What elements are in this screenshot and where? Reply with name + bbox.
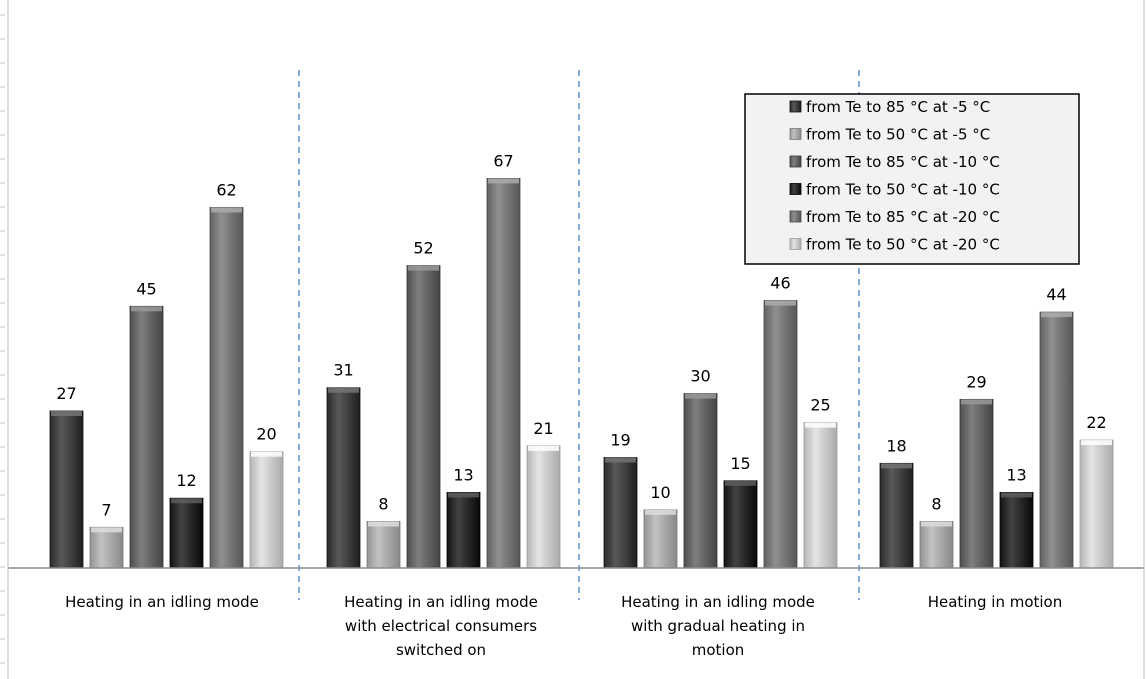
- bar-value-label: 31: [333, 361, 353, 380]
- legend-swatch: [789, 128, 802, 140]
- bar-cap: [211, 207, 242, 213]
- bar-cap: [488, 178, 519, 184]
- bar-value-label: 67: [493, 151, 513, 170]
- bar-cap: [725, 480, 756, 486]
- bar: [999, 492, 1034, 569]
- bar: [643, 509, 678, 569]
- category-label: with electrical consumers: [345, 617, 537, 635]
- bar-value-label: 62: [216, 180, 236, 199]
- bar-cap: [1081, 440, 1112, 446]
- legend-swatch: [789, 100, 802, 113]
- bar-cap: [251, 451, 282, 457]
- category-label: Heating in an idling mode: [344, 593, 538, 611]
- category-labels: Heating in an idling mode Heating in an i…: [65, 593, 1062, 659]
- bar-value-label: 13: [453, 465, 473, 484]
- legend-swatch: [789, 238, 802, 250]
- bar-value-labels: 27 7 45 12 62 20 31 8 52 13 67 21 19 10 30 15 46 25 18 8 29 1…: [56, 151, 1106, 519]
- legend: from Te to 85 °C at -5 °C from Te to 50 °…: [744, 93, 1080, 265]
- category-label: Heating in an idling mode: [621, 593, 815, 611]
- bar-cap: [528, 445, 559, 451]
- bar-value-label: 13: [1006, 465, 1026, 484]
- bar: [763, 300, 798, 569]
- bar-cap: [408, 265, 439, 271]
- category-label: Heating in an idling mode: [65, 593, 259, 611]
- category-label: Heating in motion: [928, 593, 1063, 611]
- category-label: switched on: [396, 641, 486, 659]
- bar-value-label: 21: [533, 419, 553, 438]
- bar-cap: [605, 457, 636, 463]
- legend-entry: from Te to 50 °C at -10 °C: [806, 181, 1000, 199]
- bar-cap: [131, 306, 162, 312]
- bar-cap: [171, 498, 202, 504]
- bar: [879, 462, 914, 569]
- bar: [406, 265, 441, 569]
- bar-value-label: 22: [1086, 413, 1106, 432]
- bar-value-label: 45: [136, 279, 156, 298]
- legend-entry: from Te to 50 °C at -5 °C: [806, 126, 990, 144]
- legend-entry: from Te to 50 °C at -20 °C: [806, 236, 1000, 254]
- bar-cap: [881, 463, 912, 469]
- bar-value-label: 10: [650, 483, 670, 502]
- bar: [49, 410, 84, 569]
- bar-value-label: 46: [770, 274, 790, 293]
- bar-cap: [1041, 312, 1072, 318]
- legend-entry: from Te to 85 °C at -20 °C: [806, 208, 1000, 226]
- bar-value-label: 27: [56, 384, 76, 403]
- bar-cap: [368, 521, 399, 527]
- bar: [803, 422, 838, 569]
- bar: [723, 480, 758, 569]
- bar: [89, 526, 124, 569]
- legend-box: [744, 93, 1080, 265]
- bar: [1039, 311, 1074, 569]
- bar-cap: [921, 521, 952, 527]
- bar: [919, 521, 954, 569]
- bar: [366, 521, 401, 569]
- legend-entry: from Te to 85 °C at -10 °C: [806, 153, 1000, 171]
- bar: [446, 492, 481, 569]
- bar-cap: [1001, 492, 1032, 498]
- bar-cap: [91, 527, 122, 533]
- bar-value-label: 8: [931, 494, 941, 513]
- bar-cap: [448, 492, 479, 498]
- bar: [683, 393, 718, 569]
- legend-swatch: [789, 155, 802, 168]
- bar-value-label: 18: [886, 436, 906, 455]
- bar: [486, 177, 521, 569]
- bar-value-label: 30: [690, 367, 710, 386]
- bar: [249, 451, 284, 569]
- legend-swatch: [789, 183, 802, 195]
- bar: [326, 387, 361, 569]
- bar-value-label: 19: [610, 431, 630, 450]
- bar: [129, 305, 164, 569]
- bar-value-label: 44: [1046, 285, 1066, 304]
- legend-entry: from Te to 85 °C at -5 °C: [806, 98, 990, 116]
- bar-cap: [805, 422, 836, 428]
- bar: [169, 497, 204, 569]
- bar: [959, 398, 994, 569]
- category-label: with gradual heating in: [631, 617, 805, 635]
- left-ruler: [0, 14, 5, 664]
- bar-value-label: 29: [966, 372, 986, 391]
- bar-value-label: 25: [810, 396, 830, 415]
- bar: [209, 207, 244, 569]
- bar-value-label: 7: [101, 500, 111, 519]
- bar-cap: [765, 300, 796, 306]
- bar-value-label: 8: [378, 494, 388, 513]
- bar-cap: [961, 399, 992, 405]
- bar-value-label: 12: [176, 471, 196, 490]
- bar-cap: [645, 509, 676, 515]
- bar-value-label: 15: [730, 454, 750, 473]
- category-label: motion: [692, 641, 745, 659]
- bar-cap: [51, 410, 82, 416]
- bar-value-label: 52: [413, 239, 433, 258]
- bar: [603, 457, 638, 569]
- bar: [526, 445, 561, 569]
- bar-value-label: 20: [256, 425, 276, 444]
- bar-cap: [328, 387, 359, 393]
- bar: [1079, 439, 1114, 569]
- bar-cap: [685, 393, 716, 399]
- legend-swatch: [789, 210, 802, 223]
